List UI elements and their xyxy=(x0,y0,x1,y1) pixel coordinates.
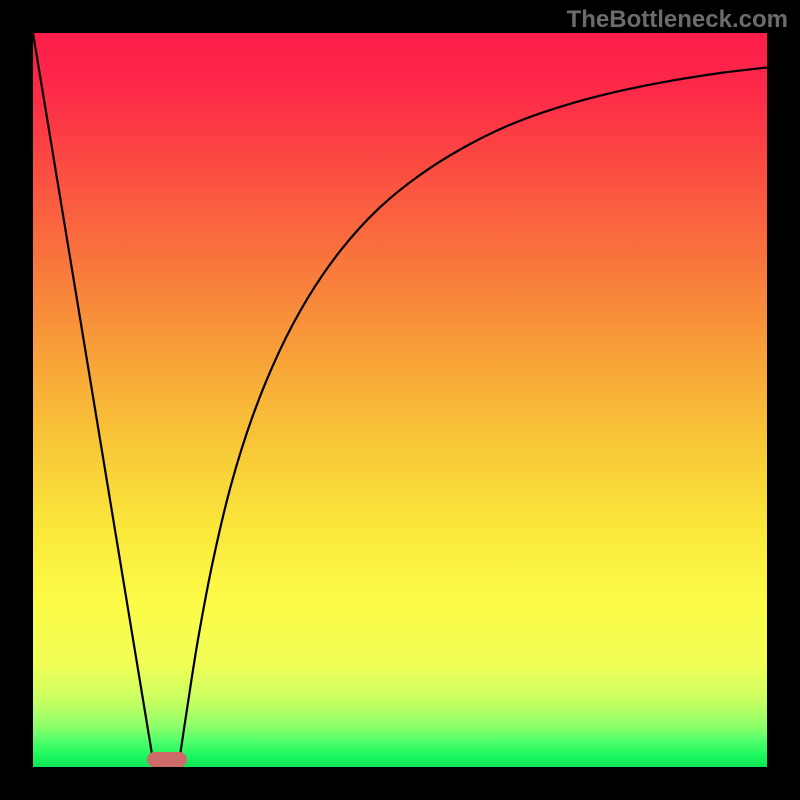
frame-bottom xyxy=(0,767,800,800)
gradient-bg xyxy=(33,33,767,767)
sweet-spot-marker xyxy=(147,752,187,767)
chart-canvas: TheBottleneck.com xyxy=(0,0,800,800)
frame-right xyxy=(767,0,800,800)
watermark-text: TheBottleneck.com xyxy=(567,6,788,34)
bottleneck-plot xyxy=(33,33,767,767)
frame-left xyxy=(0,0,33,800)
